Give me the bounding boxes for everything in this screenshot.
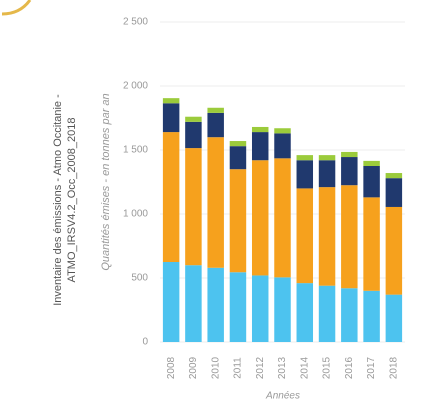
bar-segment bbox=[385, 294, 403, 342]
bar-segment bbox=[251, 126, 269, 133]
x-tick-label: 2008 bbox=[166, 356, 177, 379]
bar-segment bbox=[385, 178, 403, 207]
x-tick-label: 2011 bbox=[233, 357, 244, 379]
bar-segment bbox=[296, 160, 314, 189]
bar-segment bbox=[318, 160, 336, 188]
x-tick-label: 2009 bbox=[188, 356, 199, 379]
bar-segment bbox=[363, 197, 380, 291]
x-tick-label: 2013 bbox=[277, 356, 288, 379]
y-tick-label: 0 bbox=[142, 337, 148, 348]
bar-segment bbox=[274, 128, 291, 134]
x-tick-label: 2014 bbox=[299, 356, 310, 379]
x-tick-label: 2018 bbox=[389, 356, 400, 379]
bar-segment bbox=[318, 285, 336, 342]
bar-segment bbox=[185, 121, 202, 149]
bar-segment bbox=[207, 267, 224, 342]
bar-segment bbox=[185, 148, 202, 266]
note-line: ATMO_IRSV4.2_Occ_2008_2018 bbox=[66, 118, 78, 283]
bar-segment bbox=[296, 188, 314, 284]
bar-segment bbox=[296, 283, 314, 342]
y-tick-label: 1 500 bbox=[123, 145, 148, 156]
bar-segment bbox=[207, 107, 224, 113]
x-tick-label: 2017 bbox=[366, 356, 377, 379]
y-axis-label: Quantités émises - en tonnes par an bbox=[100, 93, 112, 270]
bar-segment bbox=[341, 151, 358, 158]
y-tick-label: 2 000 bbox=[123, 81, 148, 92]
bar-segment bbox=[162, 98, 180, 104]
bar-segment bbox=[274, 133, 291, 159]
bar-segment bbox=[385, 173, 403, 179]
bar-segment bbox=[162, 103, 180, 133]
bar-segment bbox=[162, 262, 180, 342]
y-tick-label: 2 500 bbox=[123, 17, 148, 28]
bar-segment bbox=[207, 137, 224, 268]
logo-fragment bbox=[1, 0, 32, 16]
bar-segment bbox=[341, 185, 358, 289]
note-line: Inventaire des émissions - Atmo Occitani… bbox=[52, 94, 64, 306]
bar-segment bbox=[251, 275, 269, 342]
bar-segment bbox=[296, 155, 314, 161]
bar-segment bbox=[229, 146, 247, 170]
x-axis-label: Années bbox=[265, 391, 300, 402]
bar-segment bbox=[274, 158, 291, 278]
bar-segment bbox=[363, 166, 380, 198]
bar-segment bbox=[229, 272, 247, 342]
x-tick-label: 2015 bbox=[322, 356, 333, 379]
y-tick-label: 500 bbox=[131, 273, 148, 284]
bar-segment bbox=[341, 157, 358, 186]
bar-segment bbox=[251, 132, 269, 161]
x-tick-label: 2012 bbox=[255, 356, 266, 379]
bar-segment bbox=[185, 265, 202, 342]
bar-segment bbox=[385, 206, 403, 295]
bar-segment bbox=[229, 141, 247, 147]
bar-segment bbox=[363, 290, 380, 342]
bar-segment bbox=[251, 160, 269, 276]
bar-segment bbox=[207, 112, 224, 138]
bar-segment bbox=[318, 187, 336, 286]
bar-segment bbox=[341, 288, 358, 342]
x-tick-label: 2010 bbox=[210, 356, 221, 379]
bar-segment bbox=[363, 160, 380, 166]
bar-segment bbox=[274, 277, 291, 342]
y-tick-label: 1 000 bbox=[123, 209, 148, 220]
x-tick-label: 2016 bbox=[344, 356, 355, 379]
bar-segment bbox=[185, 116, 202, 122]
bar-segment bbox=[318, 155, 336, 161]
bar-segment bbox=[162, 132, 180, 262]
bar-segment bbox=[229, 169, 247, 273]
